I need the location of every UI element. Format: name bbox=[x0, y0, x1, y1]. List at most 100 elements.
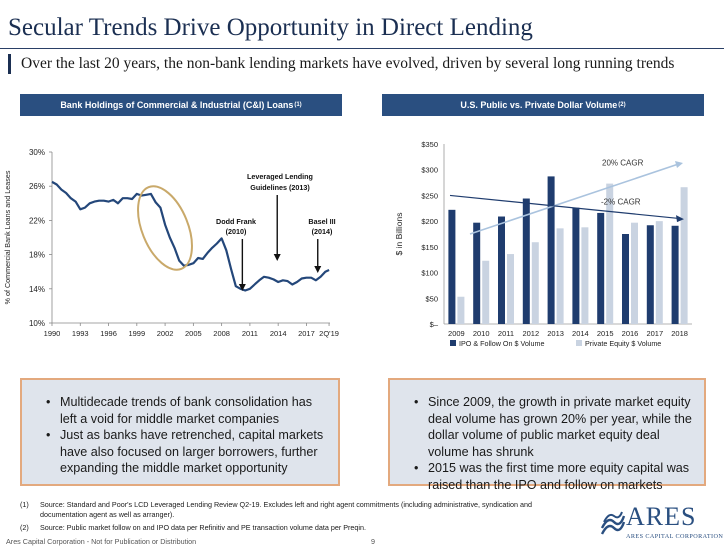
annotation-label: (2014) bbox=[312, 227, 333, 236]
annotation-label: (2010) bbox=[226, 227, 247, 236]
y-tick-label: 22% bbox=[29, 216, 45, 225]
bar-ipo-follow-on bbox=[473, 222, 481, 324]
bar-private-equity bbox=[531, 242, 539, 324]
x-tick-label: 2014 bbox=[270, 329, 287, 338]
annotation-label: Leveraged Lending bbox=[247, 172, 313, 181]
x-tick-label: 1990 bbox=[44, 329, 61, 338]
logo-wordmark: ARES bbox=[626, 502, 697, 531]
left-takeaway-item: Multidecade trends of bank consolidation… bbox=[46, 394, 328, 427]
bar-private-equity bbox=[581, 227, 589, 324]
footer-disclaimer: Ares Capital Corporation - Not for Publi… bbox=[6, 537, 197, 546]
annotation-label: Basel III bbox=[308, 217, 335, 226]
bar-ipo-follow-on bbox=[498, 216, 505, 324]
bar-ipo-follow-on bbox=[448, 209, 456, 324]
x-tick-label: 2010 bbox=[473, 329, 490, 338]
cni-loans-line-chart: 30% 26% 22% 18% 14% 10%1990 1993 1996 1999 2002 20… bbox=[3, 148, 339, 338]
x-tick-label: 2011 bbox=[242, 329, 258, 338]
left-takeaway-item: Just as banks have retrenched, capital m… bbox=[46, 427, 328, 477]
x-tick-label: 2005 bbox=[185, 329, 202, 338]
x-tick-label: 1993 bbox=[72, 329, 89, 338]
footnote-1: (1) Source: Standard and Poor's LCD Leve… bbox=[20, 500, 580, 520]
y-tick-label: $300 bbox=[421, 166, 438, 175]
x-tick-label: 2009 bbox=[448, 329, 465, 338]
left-chart-heading-text: Bank Holdings of Commercial & Industrial… bbox=[60, 100, 294, 110]
bar-private-equity bbox=[556, 228, 564, 324]
footnote-number: (1) bbox=[20, 500, 29, 509]
bar-private-equity bbox=[482, 260, 490, 324]
bar-ipo-follow-on bbox=[597, 212, 605, 324]
bar-ipo-follow-on bbox=[522, 198, 530, 324]
x-tick-label: 2013 bbox=[547, 329, 564, 338]
y-tick-label: $250 bbox=[421, 191, 438, 200]
trend-line-private bbox=[469, 162, 681, 235]
annotation-arrowhead bbox=[238, 284, 246, 291]
right-chart-heading: U.S. Public vs. Private Dollar Volume (2) bbox=[382, 94, 704, 116]
bar-private-equity bbox=[507, 254, 514, 324]
footnotes: (1) Source: Standard and Poor's LCD Leve… bbox=[20, 500, 580, 536]
bar-ipo-follow-on bbox=[572, 207, 580, 324]
bar-private-equity bbox=[631, 222, 638, 324]
page-number: 9 bbox=[371, 537, 375, 546]
ares-wave-icon bbox=[600, 511, 626, 535]
y-axis-title: $ in Billions bbox=[394, 213, 404, 256]
x-tick-label: 2015 bbox=[597, 329, 614, 338]
y-tick-label: $150 bbox=[421, 243, 438, 252]
x-tick-label: 2014 bbox=[572, 329, 589, 338]
logo-subtitle: ARES CAPITAL CORPORATION bbox=[626, 533, 724, 540]
right-takeaway-item: 2015 was the first time more equity capi… bbox=[414, 460, 694, 493]
footnote-2: (2) Source: Public market follow on and … bbox=[20, 523, 580, 533]
x-tick-label: 2002 bbox=[157, 329, 174, 338]
left-takeaways-box: Multidecade trends of bank consolidation… bbox=[20, 378, 340, 486]
y-tick-label: 10% bbox=[29, 319, 45, 328]
series-line-cni-share bbox=[51, 180, 330, 292]
x-tick-label: 2Q'19 bbox=[319, 329, 339, 338]
left-chart-heading-footnote: (1) bbox=[294, 102, 302, 108]
y-tick-label: 14% bbox=[29, 285, 45, 294]
y-tick-label: $100 bbox=[421, 269, 438, 278]
x-tick-label: 2017 bbox=[298, 329, 315, 338]
y-tick-label: $– bbox=[430, 320, 439, 329]
x-tick-label: 2008 bbox=[213, 329, 230, 338]
y-tick-label: $50 bbox=[425, 294, 438, 303]
title-divider bbox=[0, 48, 724, 49]
subtitle-accent-bar bbox=[8, 54, 11, 74]
x-tick-label: 2017 bbox=[646, 329, 663, 338]
right-takeaways-box: Since 2009, the growth in private market… bbox=[388, 378, 706, 492]
right-chart-heading-text: U.S. Public vs. Private Dollar Volume bbox=[460, 100, 618, 110]
page-title: Secular Trends Drive Opportunity in Dire… bbox=[8, 14, 533, 41]
y-tick-label: 18% bbox=[29, 251, 45, 260]
right-takeaway-item: Since 2009, the growth in private market… bbox=[414, 394, 694, 460]
x-tick-label: 1999 bbox=[128, 329, 145, 338]
trend-arrowhead-public bbox=[676, 215, 684, 223]
public-vs-private-bar-chart: $350 $300 $250 $200 $150 $100 $50 $– $ in Billio… bbox=[394, 140, 692, 348]
bar-private-equity bbox=[457, 296, 465, 324]
y-tick-label: 30% bbox=[29, 148, 45, 157]
legend-swatch-pe bbox=[576, 340, 582, 346]
legend-label-ipo: IPO & Follow On $ Volume bbox=[459, 339, 545, 348]
footnote-text: Source: Public market follow on and IPO … bbox=[40, 523, 367, 532]
page-subtitle: Over the last 20 years, the non-bank len… bbox=[21, 55, 675, 72]
bar-private-equity bbox=[606, 183, 614, 324]
x-tick-label: 2018 bbox=[671, 329, 688, 338]
footnote-number: (2) bbox=[20, 523, 29, 532]
y-tick-label: 26% bbox=[29, 182, 45, 191]
x-tick-label: 2012 bbox=[522, 329, 539, 338]
annotation-arrowhead bbox=[314, 266, 322, 273]
left-takeaways-list: Multidecade trends of bank consolidation… bbox=[46, 394, 328, 477]
bar-ipo-follow-on bbox=[646, 225, 654, 324]
bar-ipo-follow-on bbox=[671, 225, 679, 324]
bar-private-equity bbox=[655, 221, 663, 324]
y-tick-label: $200 bbox=[421, 217, 438, 226]
y-tick-label: $350 bbox=[421, 140, 438, 149]
legend-swatch-ipo bbox=[450, 340, 456, 346]
left-chart-heading: Bank Holdings of Commercial & Industrial… bbox=[20, 94, 342, 116]
annotation-arrowhead bbox=[273, 254, 281, 261]
trend-label-private: 20% CAGR bbox=[602, 159, 644, 168]
right-takeaways-list: Since 2009, the growth in private market… bbox=[414, 394, 694, 493]
right-chart-heading-footnote: (2) bbox=[618, 102, 626, 108]
x-tick-label: 1996 bbox=[100, 329, 117, 338]
bar-private-equity bbox=[680, 187, 688, 324]
highlight-ellipse bbox=[137, 185, 193, 271]
trend-label-public: -2% CAGR bbox=[601, 198, 641, 207]
x-tick-label: 2011 bbox=[498, 329, 514, 338]
